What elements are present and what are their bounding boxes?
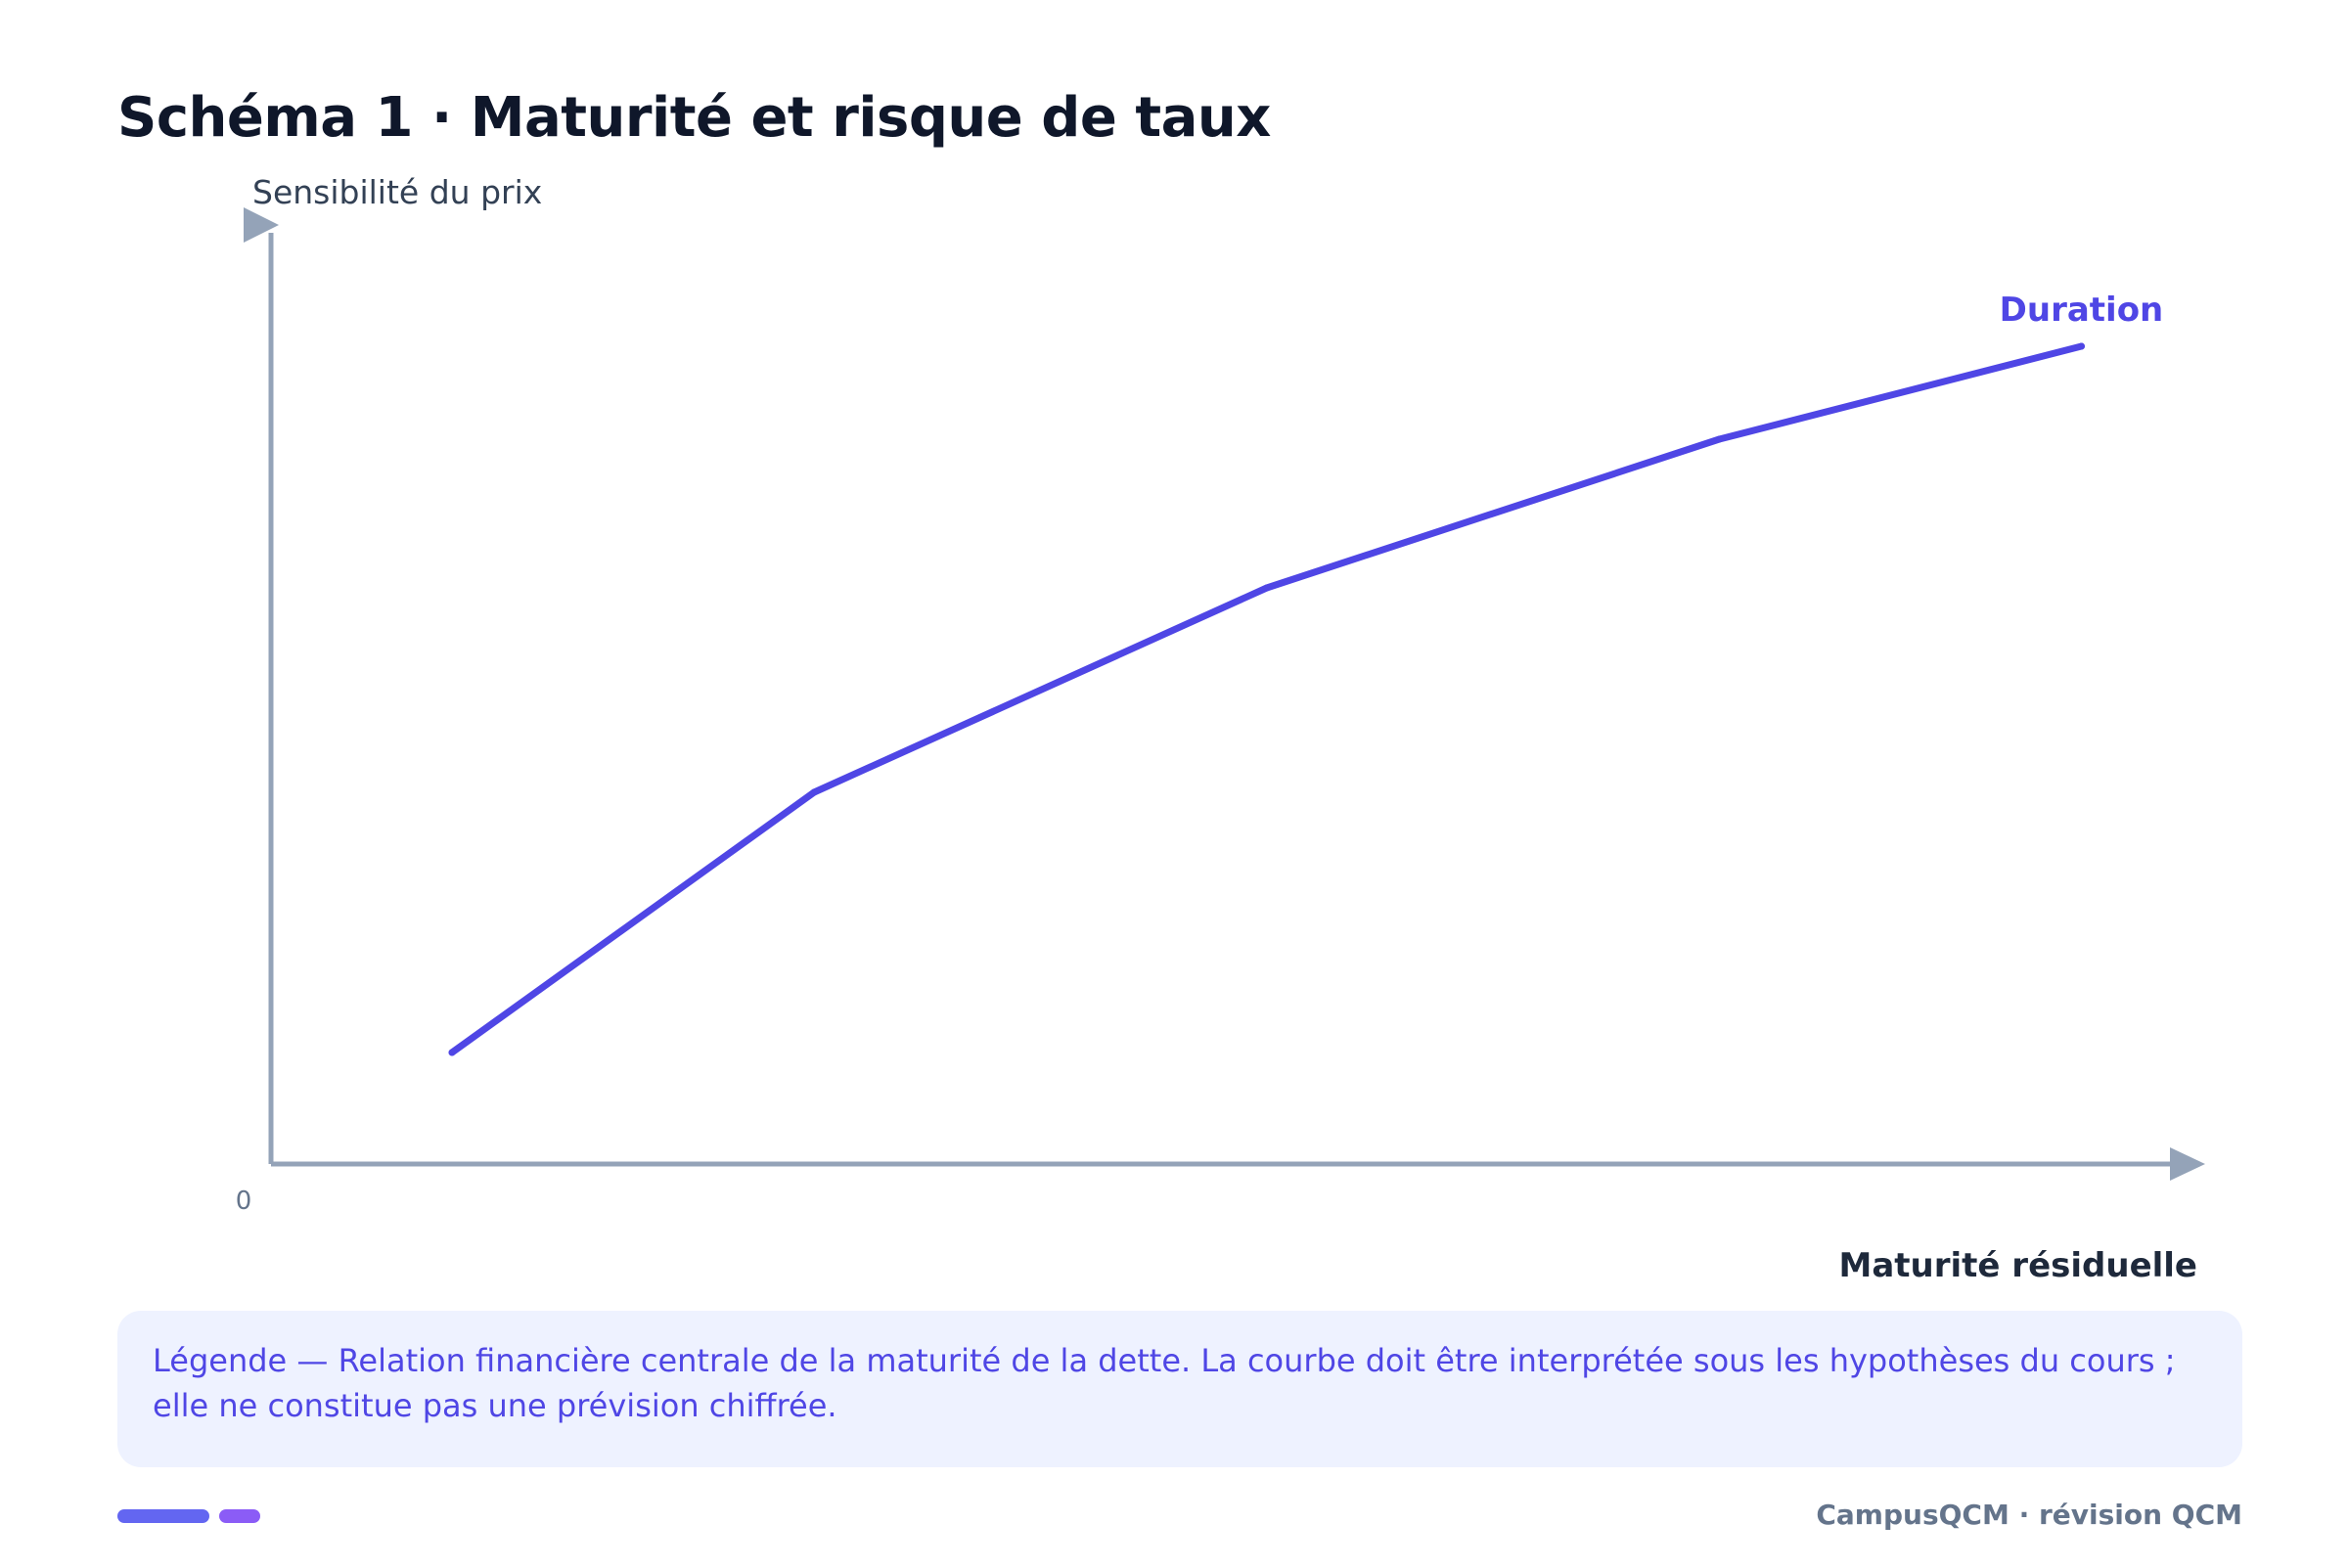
legend-box: Légende — Relation financière centrale d… — [117, 1311, 2242, 1467]
footer-accent-bar-1 — [117, 1509, 209, 1523]
page-title: Schéma 1 · Maturité et risque de taux — [117, 86, 1271, 150]
y-axis-arrow — [244, 207, 279, 243]
data-point — [810, 788, 818, 796]
data-point — [2078, 342, 2085, 350]
series-label: Duration — [2000, 291, 2164, 330]
data-point — [1715, 435, 1723, 443]
y-axis-label: Sensibilité du prix — [252, 173, 542, 211]
footer-brand: CampusQCM · révision QCM — [1816, 1499, 2242, 1531]
chart: Sensibilité du prix Maturité résiduelle … — [236, 173, 2205, 1285]
series-layer: Duration — [448, 291, 2164, 1056]
origin-tick-label: 0 — [236, 1187, 252, 1216]
footer-accent-bar-2 — [219, 1509, 260, 1523]
legend-line-2: elle ne constitue pas une prévision chif… — [153, 1387, 837, 1424]
x-axis-label: Maturité résiduelle — [1839, 1246, 2198, 1285]
series-line-0 — [448, 342, 2085, 1056]
data-point — [448, 1049, 456, 1056]
legend-line-1: Légende — Relation financière centrale d… — [153, 1342, 2176, 1379]
data-point — [1263, 584, 1271, 592]
x-axis-arrow — [2170, 1147, 2205, 1181]
